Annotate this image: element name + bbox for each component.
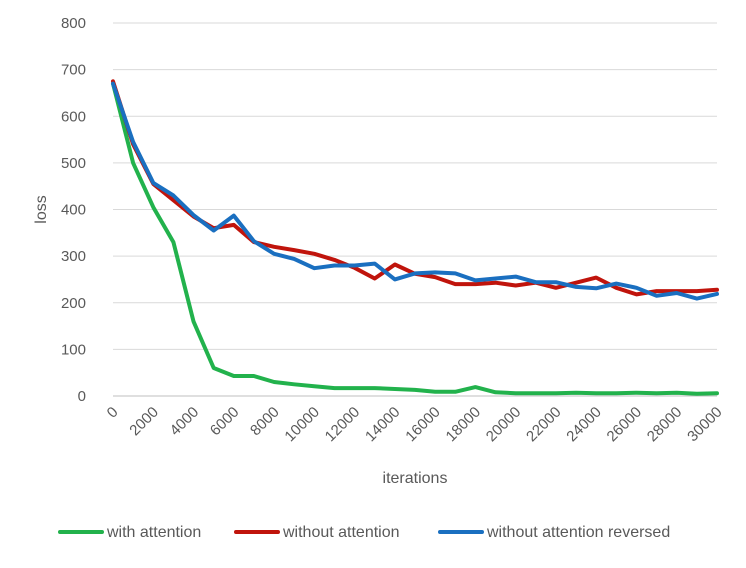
legend-label: without attention bbox=[282, 524, 400, 541]
y-tick-label: 200 bbox=[61, 295, 86, 312]
x-tick-label: 4000 bbox=[167, 404, 203, 440]
x-tick-label: 0 bbox=[104, 404, 122, 422]
series-line-without-attention bbox=[111, 79, 719, 297]
y-tick-label: 600 bbox=[61, 108, 86, 125]
x-tick-label: 20000 bbox=[483, 404, 525, 446]
y-axis-title: loss bbox=[33, 195, 50, 223]
gridlines bbox=[113, 22, 717, 397]
x-tick-label: 6000 bbox=[207, 404, 243, 440]
y-tick-label: 0 bbox=[78, 388, 86, 405]
x-tick-label: 18000 bbox=[443, 404, 485, 446]
x-axis-title: iterations bbox=[383, 470, 448, 487]
x-tick-label: 12000 bbox=[322, 404, 364, 446]
x-tick-label: 16000 bbox=[402, 404, 444, 446]
x-tick-label: 22000 bbox=[523, 404, 565, 446]
y-tick-label: 400 bbox=[61, 202, 86, 219]
legend-label: with attention bbox=[106, 524, 201, 541]
y-tick-label: 100 bbox=[61, 341, 86, 358]
series-line-with-attention bbox=[111, 81, 719, 396]
legend-label: without attention reversed bbox=[486, 524, 670, 541]
y-tick-label: 800 bbox=[61, 15, 86, 32]
x-tick-label: 14000 bbox=[362, 404, 404, 446]
y-tick-label: 300 bbox=[61, 248, 86, 265]
x-tick-label: 30000 bbox=[684, 404, 726, 446]
series-lines bbox=[111, 79, 719, 396]
x-tick-label: 2000 bbox=[126, 404, 162, 440]
y-tick-label: 700 bbox=[61, 62, 86, 79]
x-tick-label: 28000 bbox=[644, 404, 686, 446]
y-tick-label: 500 bbox=[61, 155, 86, 172]
series-line-without-attention-reversed bbox=[111, 81, 719, 301]
x-tick-label: 10000 bbox=[281, 404, 323, 446]
x-tick-label: 24000 bbox=[563, 404, 605, 446]
x-tick-label: 8000 bbox=[247, 404, 283, 440]
x-tick-label: 26000 bbox=[604, 404, 646, 446]
legend: with attention without attention without a… bbox=[58, 524, 670, 541]
